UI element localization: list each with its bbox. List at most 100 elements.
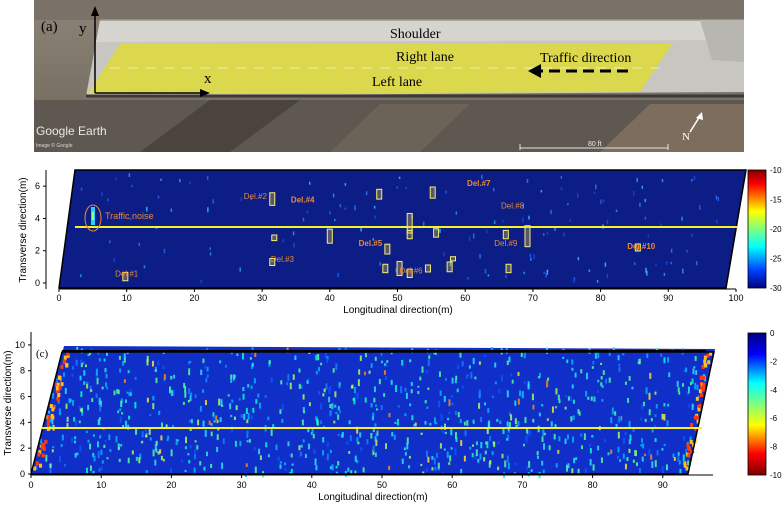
panel-b-x-tick-label: 90 — [663, 293, 673, 303]
delamination-box — [406, 268, 413, 279]
panel-b-colorbar-tick: -30 — [770, 284, 782, 293]
delamination-box — [122, 271, 129, 282]
x-axis-letter: x — [204, 71, 212, 87]
delamination-box — [524, 225, 531, 248]
google-earth-credit: Image © Google — [36, 142, 73, 149]
delamination-label: Del.#6 — [399, 266, 423, 275]
delamination-box — [269, 258, 276, 267]
north-arrow — [689, 112, 703, 133]
delamination-box — [269, 192, 276, 206]
panel-c-map — [30, 332, 715, 479]
lane-highlight — [88, 44, 672, 94]
panel-c-x-tick-label: 20 — [166, 480, 176, 490]
panel-b-xlabel: Longitudinal direction(m) — [343, 305, 453, 316]
panel-c-colorbar-tick: -4 — [770, 386, 778, 395]
google-earth-watermark: Google Earth — [36, 124, 107, 138]
panel-b-x-tick-label: 30 — [257, 293, 267, 303]
panel-c-y-tick-label: 10 — [15, 340, 25, 350]
delamination-box — [326, 228, 333, 244]
panel-b-colorbar-tick: -20 — [770, 225, 782, 234]
delamination-labels: Del.#1 Del.#2 Del.#3 Del.#4 Del.#5 Del.#6 Del.… — [115, 179, 656, 278]
panel-b-x-axis: 0 10 20 30 40 50 60 70 80 90 100 — [56, 288, 744, 303]
delamination-box — [450, 256, 457, 262]
delamination-label: Del.#3 — [271, 255, 295, 264]
delamination-label: Del.#7 — [467, 179, 491, 188]
panel-a-label: (a) — [41, 19, 58, 35]
panel-c-y-tick-label: 2 — [20, 443, 25, 453]
panel-c-colorbar-tick: -8 — [770, 443, 778, 452]
traffic-arrow — [528, 64, 628, 78]
panel-c-y-tick-label: 6 — [20, 392, 25, 402]
delamination-box — [271, 234, 278, 242]
right-lane-label: Right lane — [396, 50, 454, 65]
panel-c-y-tick-label: 8 — [20, 366, 25, 376]
panel-c-x-tick-label: 50 — [377, 480, 387, 490]
panel-c-colorbar-tick: 0 — [770, 329, 775, 338]
north-letter: N — [682, 131, 690, 143]
panel-b-x-tick-label: 20 — [189, 293, 199, 303]
delamination-label: Del.#8 — [501, 202, 525, 211]
panel-b-y-axis: 0 2 4 6 — [35, 170, 47, 289]
delamination-boxes — [122, 186, 641, 282]
delamination-box — [406, 229, 413, 240]
delamination-box — [634, 243, 641, 252]
panel-b-label: (b) — [52, 174, 65, 186]
delamination-label: Del.#2 — [244, 192, 268, 201]
panel-b-colorbar-tick: -15 — [770, 196, 782, 205]
traffic-noise-ellipse — [84, 204, 102, 232]
panel-b-x-tick-label: 10 — [122, 293, 132, 303]
delamination-box — [384, 243, 391, 255]
panel-b-map: Del.#1 Del.#2 Del.#3 Del.#4 Del.#5 Del.#6 Del.… — [58, 169, 747, 289]
panel-b-colorbar: -10 -15 -20 -25 -30 — [747, 166, 782, 293]
delamination-box — [424, 264, 431, 273]
panel-b-y-tick-label: 2 — [35, 246, 40, 256]
delamination-box — [429, 186, 436, 199]
delamination-box — [376, 188, 383, 200]
panel-b-x-tick-label: 0 — [56, 293, 61, 303]
traffic-noise-label: Traffic noise — [105, 211, 154, 221]
panel-b-speckles — [80, 173, 720, 284]
panel-b-colorbar-tick: -10 — [770, 166, 782, 175]
delamination-box — [505, 263, 512, 274]
panel-b-x-tick-label: 70 — [528, 293, 538, 303]
panel-c-x-tick-label: 0 — [28, 480, 33, 490]
panel-b-y-tick-label: 4 — [35, 213, 40, 223]
panel-c-x-tick-label: 60 — [447, 480, 457, 490]
panel-c-x-tick-label: 30 — [237, 480, 247, 490]
panel-b-colorbar-tick: -25 — [770, 255, 782, 264]
traffic-direction-label: Traffic direction — [540, 51, 631, 66]
panel-a-photo — [34, 0, 744, 152]
panel-c-x-tick-label: 80 — [588, 480, 598, 490]
panel-c-label: (c) — [36, 348, 49, 360]
y-axis-letter: y — [79, 21, 87, 37]
delamination-box — [396, 260, 403, 276]
panel-c-y-tick-label: 0 — [20, 469, 25, 479]
shoulder-label: Shoulder — [390, 27, 441, 42]
delamination-label: Del.#9 — [494, 239, 518, 248]
panel-c-x-tick-label: 70 — [517, 480, 527, 490]
panel-b-x-tick-label: 80 — [596, 293, 606, 303]
delamination-label: Del.#1 — [115, 270, 139, 279]
panel-c-colorbar-tick: -6 — [770, 414, 778, 423]
panel-b-x-tick-label: 60 — [460, 293, 470, 303]
panel-b-ylabel: Transverse direction(m) — [18, 177, 29, 282]
panel-b-y-tick-label: 0 — [35, 278, 40, 288]
delamination-box — [406, 212, 413, 234]
panel-b-x-tick-label: 50 — [392, 293, 402, 303]
delamination-box — [433, 228, 440, 238]
panel-c-y-tick-label: 4 — [20, 417, 25, 427]
panel-c-colorbar-tick: -10 — [770, 471, 782, 480]
panel-c-x-tick-label: 90 — [658, 480, 668, 490]
panel-c-xlabel: Longitudinal direction(m) — [318, 492, 428, 503]
panel-b-x-tick-label: 100 — [728, 293, 743, 303]
panel-c-x-tick-label: 10 — [96, 480, 106, 490]
photo-axes — [91, 6, 210, 97]
panel-c-ylabel: Transverse direction(m) — [3, 350, 14, 455]
panel-c-colorbar: 0 -2 -4 -6 -8 -10 — [747, 329, 782, 480]
left-lane-label: Left lane — [372, 75, 422, 90]
delamination-label: Del.#5 — [359, 239, 383, 248]
scale-bar-label: 80 ft — [588, 141, 602, 148]
panel-b-y-tick-label: 6 — [35, 181, 40, 191]
panel-b-field — [58, 169, 747, 289]
